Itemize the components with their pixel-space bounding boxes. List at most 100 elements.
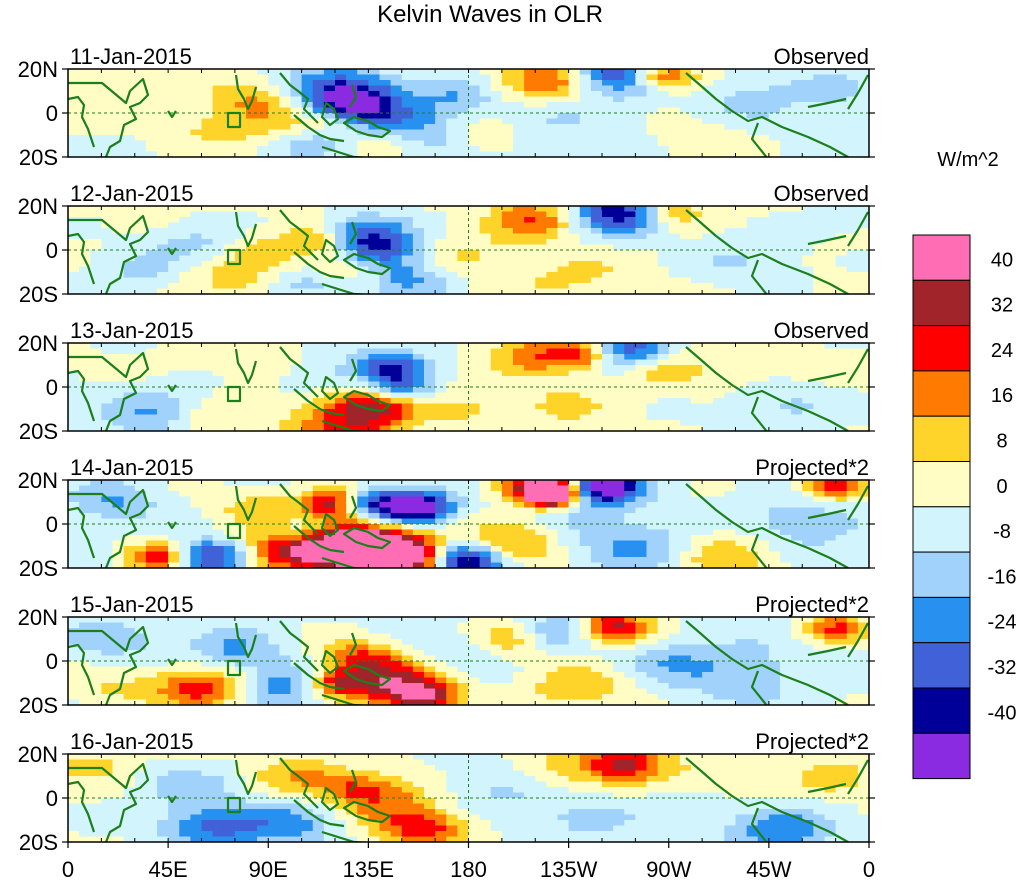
olr-cell	[179, 283, 191, 290]
olr-cell	[90, 392, 102, 399]
olr-cell	[501, 118, 514, 125]
olr-cell	[101, 233, 114, 240]
olr-cell	[691, 261, 703, 268]
olr-cell	[401, 540, 414, 547]
olr-cell	[223, 376, 236, 383]
olr-cell	[757, 496, 770, 503]
olr-cell	[168, 118, 180, 125]
olr-cell	[679, 74, 692, 81]
olr-cell	[768, 387, 781, 394]
olr-cell	[535, 113, 547, 120]
olr-cell	[824, 261, 837, 268]
olr-cell	[579, 414, 592, 421]
olr-cell	[857, 381, 869, 388]
olr-cell	[323, 480, 336, 487]
olr-cell	[668, 228, 681, 235]
olr-cell	[568, 250, 581, 257]
olr-cell	[579, 85, 592, 92]
olr-cell	[513, 524, 525, 531]
olr-cell	[780, 151, 792, 157]
olr-cell	[390, 398, 403, 405]
olr-cell	[524, 370, 536, 377]
olr-cell	[590, 266, 603, 273]
olr-cell	[145, 398, 158, 405]
olr-cell	[490, 502, 503, 509]
olr-cell	[90, 650, 102, 657]
olr-cell	[813, 414, 826, 421]
olr-cell	[624, 524, 636, 531]
olr-cell	[179, 540, 191, 547]
olr-cell	[412, 277, 425, 284]
olr-cell	[768, 485, 781, 492]
olr-cell	[79, 480, 91, 487]
olr-cell	[657, 146, 670, 153]
olr-cell	[679, 211, 692, 218]
olr-cell	[635, 135, 648, 142]
olr-cell	[624, 96, 636, 103]
olr-cell	[279, 102, 292, 109]
olr-cell	[846, 414, 859, 421]
olr-cell	[290, 261, 303, 268]
olr-cell	[279, 420, 292, 427]
olr-cell	[802, 124, 814, 131]
olr-cell	[168, 398, 180, 405]
olr-cell	[335, 80, 347, 87]
olr-cell	[201, 518, 214, 525]
olr-cell	[824, 480, 837, 487]
olr-cell	[90, 381, 102, 388]
olr-cell	[201, 398, 214, 405]
olr-cell	[68, 206, 80, 213]
olr-cell	[490, 414, 503, 421]
olr-cell	[813, 217, 826, 224]
olr-cell	[557, 211, 570, 218]
olr-cell	[468, 107, 481, 114]
olr-cell	[190, 151, 203, 157]
olr-cell	[112, 91, 125, 98]
olr-cell	[657, 485, 670, 492]
olr-cell	[168, 343, 180, 350]
olr-cell	[390, 129, 403, 136]
olr-cell	[134, 518, 147, 525]
olr-cell	[457, 288, 470, 294]
olr-cell	[646, 91, 659, 98]
olr-cell	[312, 507, 325, 514]
olr-cell	[412, 261, 425, 268]
olr-cell	[234, 496, 247, 503]
olr-cell	[134, 140, 147, 147]
olr-cell	[746, 376, 759, 383]
olr-cell	[190, 283, 203, 290]
olr-cell	[702, 91, 714, 98]
olr-cell	[702, 524, 714, 531]
olr-cell	[824, 529, 837, 536]
olr-cell	[624, 420, 636, 427]
olr-cell	[813, 546, 826, 553]
olr-cell	[457, 272, 470, 279]
olr-cell	[479, 387, 492, 394]
olr-cell	[791, 562, 803, 568]
olr-cell	[857, 513, 869, 520]
olr-cell	[134, 283, 147, 290]
olr-cell	[390, 244, 403, 251]
olr-cell	[735, 206, 748, 213]
olr-cell	[357, 239, 369, 246]
olr-cell	[635, 502, 648, 509]
olr-cell	[268, 359, 280, 366]
olr-cell	[746, 113, 759, 120]
olr-cell	[346, 502, 358, 509]
olr-cell	[157, 222, 169, 229]
olr-cell	[546, 102, 559, 109]
olr-cell	[746, 140, 759, 147]
olr-cell	[613, 124, 625, 131]
olr-cell	[668, 217, 681, 224]
olr-cell	[590, 551, 603, 558]
olr-cell	[780, 74, 792, 81]
olr-cell	[335, 414, 347, 421]
olr-cell	[134, 211, 147, 218]
olr-cell	[590, 85, 603, 92]
olr-cell	[234, 288, 247, 294]
olr-cell	[368, 370, 381, 377]
olr-cell	[335, 392, 347, 399]
olr-cell	[435, 69, 447, 76]
olr-cell	[323, 217, 336, 224]
olr-cell	[702, 146, 714, 153]
